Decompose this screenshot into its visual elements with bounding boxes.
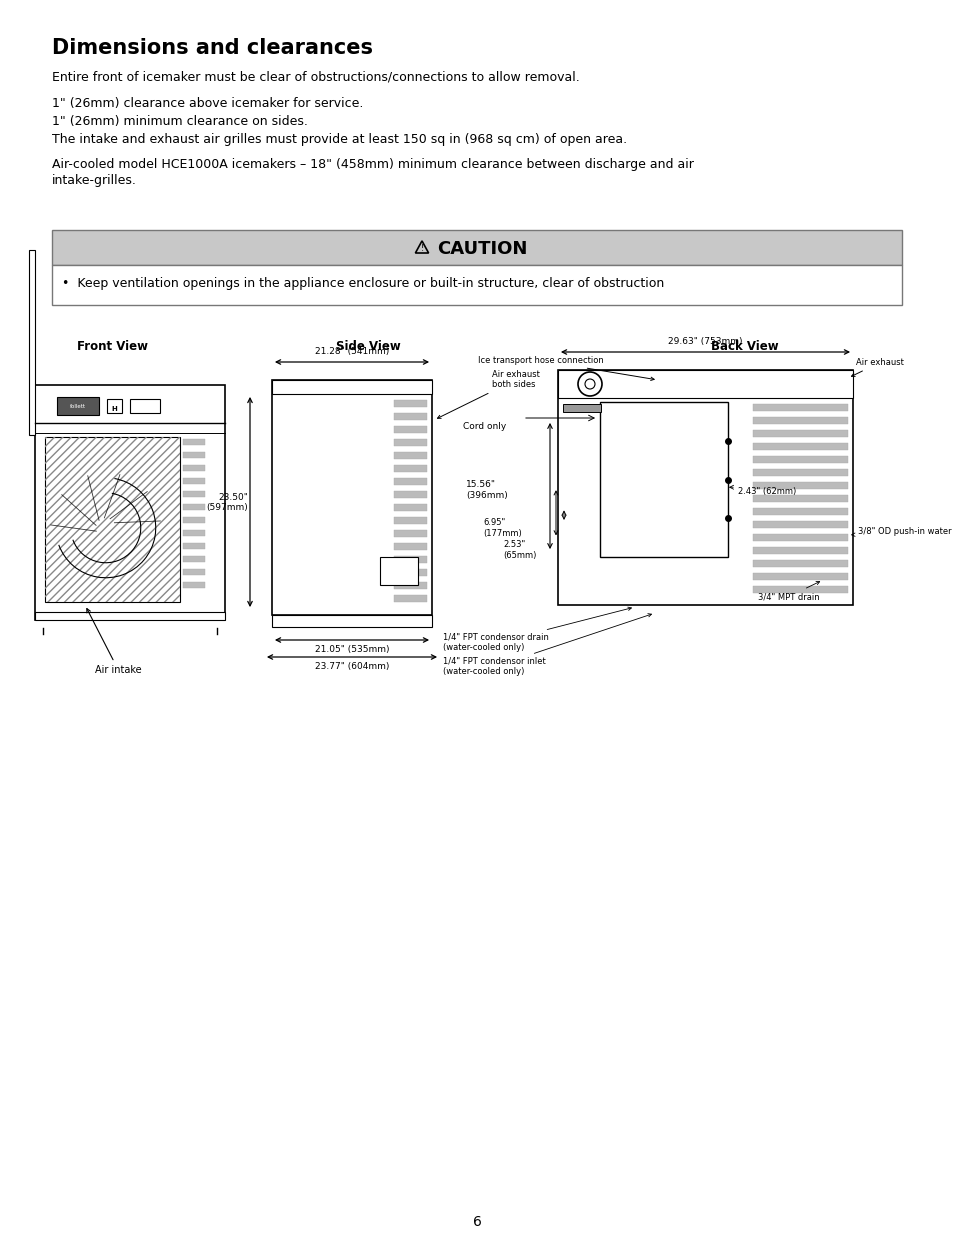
- Bar: [752, 443, 847, 450]
- Bar: [394, 478, 427, 485]
- Bar: [558, 370, 852, 605]
- Text: 6.95"
(177mm): 6.95" (177mm): [482, 519, 521, 537]
- Text: 23.50"
(597mm): 23.50" (597mm): [206, 493, 248, 513]
- Bar: [752, 495, 847, 501]
- Bar: [752, 521, 847, 529]
- Text: 23.77" (604mm): 23.77" (604mm): [314, 662, 389, 671]
- Bar: [35, 385, 225, 620]
- Bar: [57, 396, 99, 415]
- Bar: [183, 492, 205, 496]
- Text: Air exhaust: Air exhaust: [851, 358, 902, 377]
- Bar: [183, 478, 205, 484]
- Bar: [752, 508, 847, 515]
- Text: Air intake: Air intake: [87, 609, 141, 676]
- Bar: [752, 417, 847, 424]
- Text: 1" (26mm) minimum clearance on sides.: 1" (26mm) minimum clearance on sides.: [52, 115, 308, 128]
- Bar: [394, 466, 427, 472]
- Bar: [183, 517, 205, 522]
- Text: Back View: Back View: [710, 340, 778, 353]
- Text: Side View: Side View: [335, 340, 400, 353]
- Bar: [752, 404, 847, 411]
- Bar: [394, 438, 427, 446]
- Text: Entire front of icemaker must be clear of obstructions/connections to allow remo: Entire front of icemaker must be clear o…: [52, 70, 579, 83]
- Bar: [45, 437, 180, 601]
- Bar: [752, 585, 847, 593]
- Bar: [35, 613, 225, 620]
- Bar: [752, 559, 847, 567]
- Text: !: !: [420, 245, 423, 253]
- Bar: [752, 547, 847, 555]
- Text: •  Keep ventilation openings in the appliance enclosure or built-in structure, c: • Keep ventilation openings in the appli…: [62, 277, 663, 290]
- Text: Ice transport hose connection: Ice transport hose connection: [477, 356, 654, 380]
- Bar: [394, 595, 427, 601]
- Text: 29.63" (753mm): 29.63" (753mm): [667, 337, 742, 346]
- Bar: [183, 582, 205, 588]
- Bar: [183, 466, 205, 471]
- Bar: [394, 426, 427, 433]
- Text: The intake and exhaust air grilles must provide at least 150 sq in (968 sq cm) o: The intake and exhaust air grilles must …: [52, 133, 626, 146]
- Text: Front View: Front View: [77, 340, 149, 353]
- Bar: [183, 438, 205, 445]
- Text: 3/8" OD push-in water inlet: 3/8" OD push-in water inlet: [851, 527, 953, 536]
- Bar: [394, 530, 427, 537]
- Bar: [752, 573, 847, 580]
- Bar: [752, 469, 847, 475]
- Bar: [752, 534, 847, 541]
- Bar: [752, 430, 847, 437]
- Bar: [379, 557, 417, 585]
- Bar: [558, 370, 852, 398]
- Text: 21.05" (535mm): 21.05" (535mm): [314, 645, 389, 655]
- Bar: [599, 403, 727, 557]
- Bar: [562, 404, 600, 412]
- Text: Air exhaust
both sides: Air exhaust both sides: [437, 370, 539, 419]
- Bar: [394, 582, 427, 589]
- Bar: [107, 399, 122, 412]
- Text: 21.28" (541mm): 21.28" (541mm): [314, 347, 389, 356]
- Text: Air-cooled model HCE1000A icemakers – 18" (458mm) minimum clearance between disc: Air-cooled model HCE1000A icemakers – 18…: [52, 158, 693, 186]
- Text: 1/4" FPT condensor inlet
(water-cooled only): 1/4" FPT condensor inlet (water-cooled o…: [442, 614, 651, 677]
- Bar: [394, 543, 427, 550]
- Text: Dimensions and clearances: Dimensions and clearances: [52, 38, 373, 58]
- Bar: [52, 230, 901, 266]
- Bar: [183, 543, 205, 550]
- Text: CAUTION: CAUTION: [436, 241, 527, 258]
- Bar: [394, 400, 427, 408]
- Bar: [183, 569, 205, 576]
- Bar: [394, 517, 427, 524]
- Bar: [394, 504, 427, 511]
- Bar: [183, 556, 205, 562]
- Bar: [394, 556, 427, 563]
- Text: 1/4" FPT condensor drain
(water-cooled only): 1/4" FPT condensor drain (water-cooled o…: [442, 608, 631, 652]
- Text: 3/4" MPT drain: 3/4" MPT drain: [758, 582, 819, 601]
- Bar: [272, 615, 432, 627]
- Text: 2.53"
(65mm): 2.53" (65mm): [502, 540, 536, 559]
- Bar: [394, 492, 427, 498]
- Bar: [183, 452, 205, 458]
- Bar: [394, 452, 427, 459]
- Text: H: H: [111, 406, 117, 412]
- Text: 15.56"
(396mm): 15.56" (396mm): [465, 480, 507, 500]
- Text: follett: follett: [70, 404, 86, 409]
- Bar: [130, 399, 160, 412]
- Bar: [45, 437, 180, 601]
- Bar: [52, 266, 901, 305]
- Text: Cord only: Cord only: [462, 422, 506, 431]
- Bar: [183, 504, 205, 510]
- Text: 2.43" (62mm): 2.43" (62mm): [738, 488, 796, 496]
- Bar: [752, 482, 847, 489]
- Bar: [183, 530, 205, 536]
- Bar: [394, 569, 427, 576]
- Bar: [752, 456, 847, 463]
- Bar: [272, 380, 432, 394]
- Bar: [29, 249, 35, 435]
- Text: 1" (26mm) clearance above icemaker for service.: 1" (26mm) clearance above icemaker for s…: [52, 98, 363, 110]
- Bar: [394, 412, 427, 420]
- Bar: [272, 380, 432, 615]
- Text: 6: 6: [472, 1215, 481, 1229]
